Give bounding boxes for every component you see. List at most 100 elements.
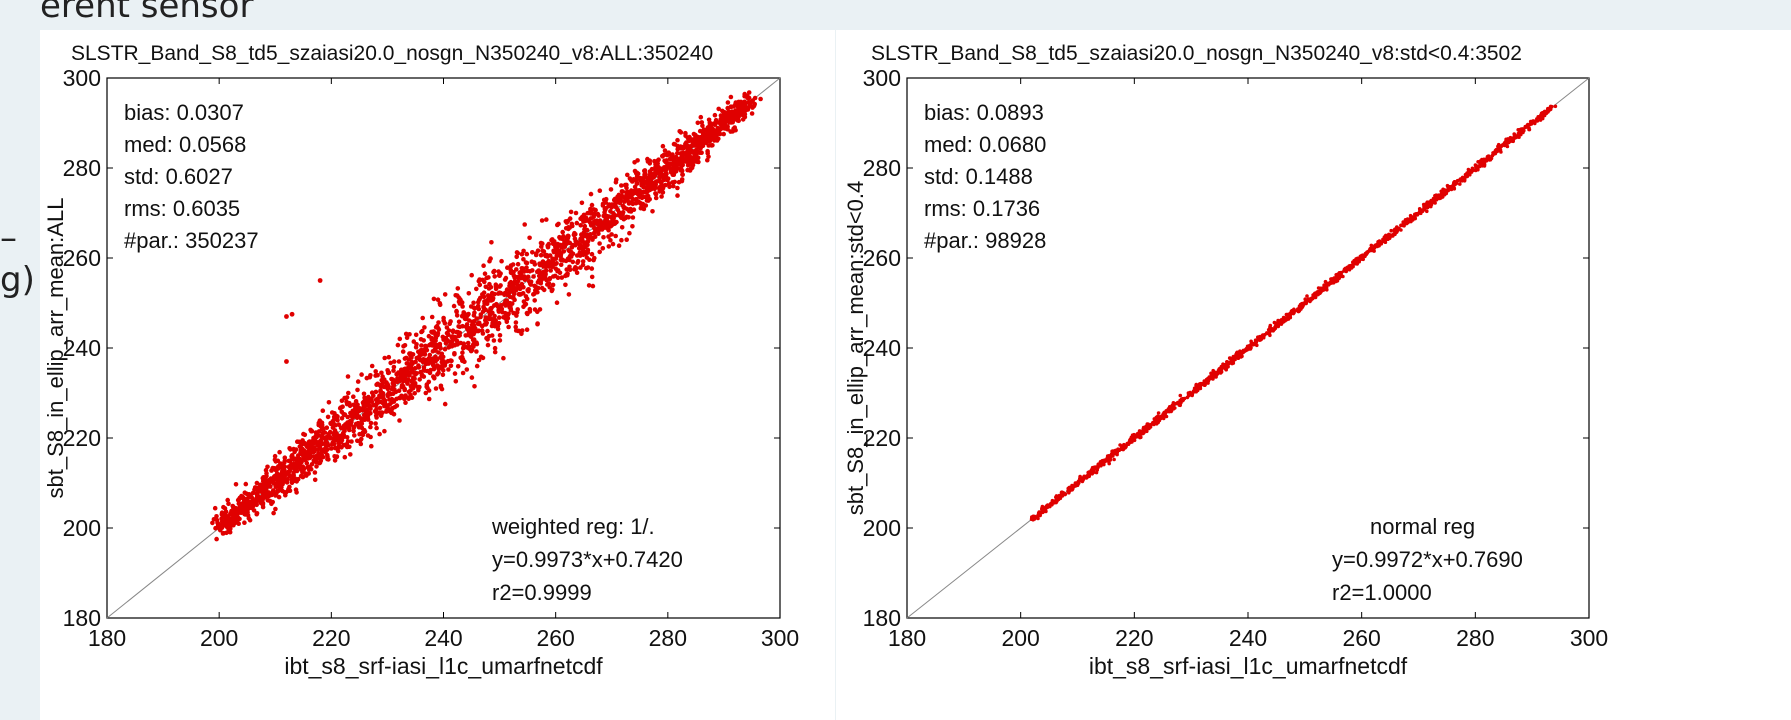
data-point — [306, 467, 312, 472]
data-point — [446, 367, 451, 372]
data-point — [1403, 218, 1408, 222]
data-point — [497, 273, 502, 278]
data-point — [313, 430, 319, 435]
data-point — [712, 112, 718, 118]
data-point — [377, 410, 382, 415]
data-point — [262, 487, 268, 492]
data-point — [380, 393, 386, 399]
data-point — [543, 268, 549, 273]
data-point — [511, 269, 516, 275]
data-point — [653, 191, 658, 196]
x-axis-label: ibt_s8_srf-iasi_l1c_umarfnetcdf — [1089, 653, 1408, 679]
data-point — [491, 269, 496, 275]
data-point — [1535, 119, 1540, 123]
data-point — [452, 352, 457, 357]
y-tick-label: 300 — [863, 65, 901, 91]
data-point — [474, 349, 479, 354]
data-point — [588, 191, 594, 197]
data-point — [431, 374, 436, 379]
data-point — [540, 259, 546, 264]
data-point — [735, 114, 740, 120]
y-tick-label: 200 — [63, 515, 101, 541]
slide-title-fragment: erent sensor — [40, 0, 254, 26]
data-point — [451, 303, 457, 309]
data-point — [606, 225, 611, 231]
data-point — [227, 523, 232, 528]
data-point — [1342, 268, 1347, 273]
data-point — [341, 432, 347, 438]
data-point — [373, 403, 379, 408]
data-point — [497, 333, 503, 338]
data-point — [741, 102, 747, 108]
data-point — [616, 243, 622, 248]
data-point — [566, 248, 571, 253]
data-point — [349, 439, 354, 444]
data-point — [374, 415, 379, 420]
data-point — [521, 248, 526, 254]
data-point — [317, 418, 323, 424]
data-point — [1406, 220, 1410, 225]
data-point — [493, 284, 499, 289]
data-point — [679, 144, 685, 150]
data-point — [1121, 447, 1125, 452]
data-point — [1107, 455, 1112, 460]
data-point — [404, 355, 409, 361]
data-point — [390, 377, 395, 382]
data-point — [401, 344, 406, 349]
data-point — [1296, 309, 1301, 314]
data-point — [484, 335, 489, 341]
data-point — [373, 389, 379, 395]
data-point — [260, 502, 266, 508]
data-point — [272, 457, 278, 463]
data-point — [478, 312, 484, 317]
data-point — [284, 480, 290, 485]
data-point — [324, 447, 330, 452]
data-point — [524, 251, 530, 257]
data-point — [639, 195, 645, 201]
data-point — [1520, 128, 1524, 132]
data-point — [267, 498, 273, 504]
data-point — [1325, 288, 1329, 292]
data-point — [339, 445, 344, 450]
data-point — [482, 279, 487, 285]
data-point — [489, 323, 495, 329]
y-tick-label: 260 — [863, 245, 901, 271]
data-point — [369, 363, 375, 369]
data-point — [541, 264, 546, 269]
data-point — [435, 332, 440, 338]
data-point — [355, 387, 360, 393]
data-point — [224, 514, 229, 520]
data-point — [405, 395, 411, 401]
data-point — [225, 497, 230, 503]
data-point — [424, 382, 430, 387]
data-point — [442, 292, 448, 297]
data-point — [513, 324, 518, 330]
data-point — [485, 328, 490, 334]
data-point — [266, 493, 272, 499]
data-point — [261, 475, 267, 480]
data-point — [291, 470, 296, 476]
data-point — [564, 267, 569, 272]
data-point — [412, 391, 418, 396]
data-point — [455, 364, 461, 369]
data-point — [276, 472, 282, 478]
data-point — [1060, 490, 1065, 495]
data-point — [605, 213, 610, 219]
data-point — [564, 220, 570, 225]
data-point — [244, 498, 250, 504]
data-point — [575, 258, 581, 264]
data-point — [453, 379, 459, 384]
data-point — [286, 469, 291, 475]
data-point — [492, 291, 497, 297]
data-point — [458, 340, 464, 346]
data-point — [301, 431, 306, 437]
data-point — [697, 128, 703, 134]
data-point — [411, 375, 416, 380]
data-point — [555, 222, 560, 228]
scatter-chart-std: SLSTR_Band_S8_td5_szaiasi20.0_nosgn_N350… — [843, 42, 1608, 679]
data-point — [486, 315, 492, 321]
data-point — [1268, 333, 1272, 338]
data-point — [592, 211, 597, 217]
data-point — [454, 313, 460, 318]
data-point — [587, 220, 593, 225]
